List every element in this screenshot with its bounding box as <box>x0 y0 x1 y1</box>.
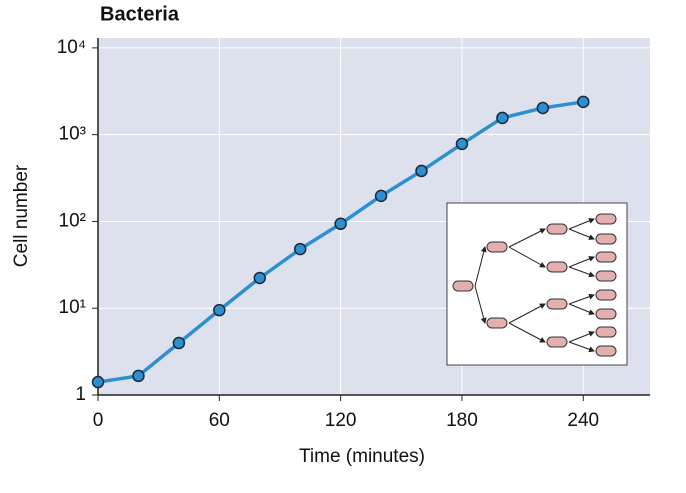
bacterium <box>546 223 568 235</box>
arrow <box>508 246 546 268</box>
bacterium <box>595 233 617 245</box>
data-point <box>577 95 590 109</box>
arrow <box>568 331 595 343</box>
bacterium <box>452 280 474 292</box>
bacterium <box>546 261 568 273</box>
arrow <box>568 266 595 278</box>
bacterium <box>595 289 617 301</box>
y-axis-label: Cell number <box>11 164 32 267</box>
arrow <box>568 218 595 230</box>
x-tick-label: 60 <box>209 410 230 431</box>
arrow <box>508 322 546 343</box>
x-tick-label: 240 <box>567 410 599 431</box>
bacterium <box>595 251 617 263</box>
bacterium <box>595 213 617 225</box>
arrow <box>474 246 487 287</box>
data-point <box>91 375 105 389</box>
arrow <box>568 341 595 353</box>
data-point <box>334 217 347 231</box>
data-point <box>132 369 145 383</box>
x-tick-label: 180 <box>446 410 478 431</box>
y-tick-label: 10³ <box>59 124 86 145</box>
data-point <box>253 271 267 285</box>
data-point <box>293 242 307 256</box>
arrow <box>568 256 595 268</box>
data-point <box>415 164 428 178</box>
series <box>91 95 590 389</box>
x-tick-label: 0 <box>93 410 104 431</box>
x-tick-label: 120 <box>325 410 357 431</box>
arrow <box>568 293 595 305</box>
bacterium <box>486 317 508 329</box>
arrow <box>568 303 595 315</box>
arrow <box>474 285 487 324</box>
bacterium <box>486 241 508 253</box>
bacterium <box>595 345 617 357</box>
bacterium <box>546 298 568 310</box>
bacterium <box>595 326 617 338</box>
y-tick-label: 10² <box>59 210 86 231</box>
data-point <box>374 189 388 203</box>
data-point <box>455 137 469 151</box>
x-axis-label: Time (minutes) <box>299 446 425 467</box>
bacterium <box>595 308 617 320</box>
inset-box <box>446 202 628 366</box>
arrow <box>508 228 546 248</box>
arrow <box>508 303 546 324</box>
data-point <box>172 336 186 350</box>
y-tick-label: 1 <box>75 384 86 405</box>
chart-title: Bacteria <box>100 3 180 25</box>
division-diagram <box>446 202 628 366</box>
data-point <box>496 111 509 125</box>
arrow <box>568 228 595 240</box>
y-tick-label: 10⁴ <box>57 37 86 58</box>
data-point <box>213 303 226 317</box>
bacterium <box>595 270 617 282</box>
data-point <box>536 101 550 115</box>
y-tick-label: 10¹ <box>59 297 86 318</box>
bacterium <box>546 336 568 348</box>
